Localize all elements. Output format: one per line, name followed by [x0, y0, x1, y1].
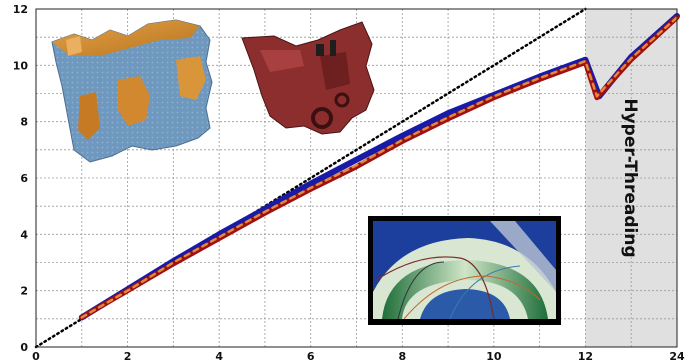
hyperthreading-label: Hyper-Threading [620, 98, 640, 257]
bracket-part-image [241, 21, 375, 135]
x-tick-label: 8 [398, 350, 406, 363]
simulation-inset-image [368, 216, 561, 325]
y-tick-label: 8 [20, 116, 28, 129]
x-tick-label: 6 [307, 350, 315, 363]
y-tick-label: 10 [13, 59, 29, 72]
series-layer [34, 7, 680, 349]
y-tick-label: 6 [20, 172, 28, 185]
x-tick-label: 2 [124, 350, 132, 363]
y-tick-label: 0 [20, 341, 28, 354]
engine-block-image [51, 19, 213, 163]
series-line-orange-dashed [80, 16, 679, 319]
y-tick-label: 4 [20, 228, 28, 241]
x-tick-label: 24 [669, 350, 685, 363]
x-tick-label: 0 [32, 350, 40, 363]
y-tick-label: 12 [13, 3, 28, 16]
x-tick-label: 4 [215, 350, 223, 363]
plot-frame [35, 8, 678, 348]
y-tick-label: 2 [20, 285, 28, 298]
axes [35, 8, 678, 348]
x-tick-label: 12 [578, 350, 593, 363]
x-tick-label: 10 [486, 350, 502, 363]
